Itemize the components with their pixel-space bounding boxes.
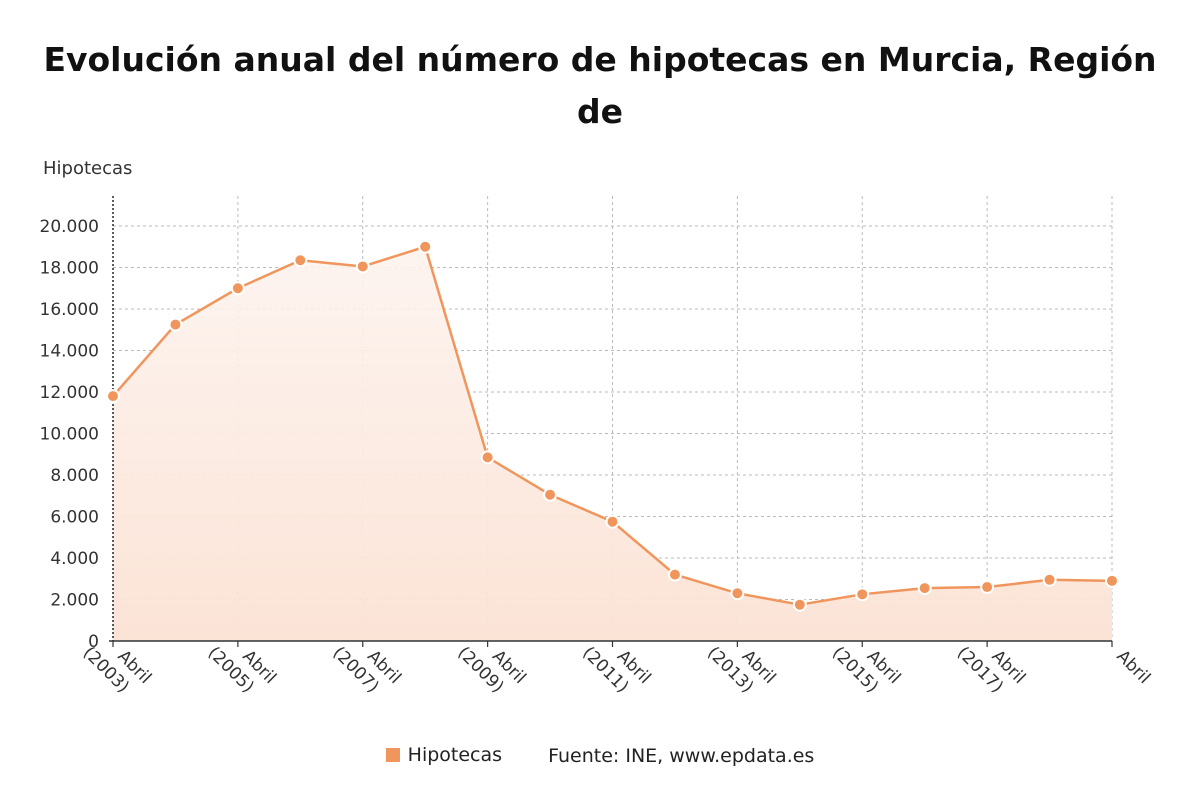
data-point xyxy=(730,586,745,601)
data-point xyxy=(1105,573,1119,588)
data-point xyxy=(980,580,995,595)
chart-title: Evolución anual del número de hipotecas … xyxy=(43,40,1157,131)
data-point xyxy=(418,239,433,254)
y-axis-title: Hipotecas xyxy=(43,158,132,179)
data-point xyxy=(543,487,558,502)
data-point xyxy=(605,514,620,529)
y-tick-label: 14.000 xyxy=(40,342,99,362)
y-tick-label: 10.000 xyxy=(40,425,99,445)
data-point xyxy=(855,587,870,602)
data-point xyxy=(293,253,308,268)
data-point xyxy=(230,281,245,296)
y-tick-label: 18.000 xyxy=(40,259,99,279)
data-point xyxy=(792,597,807,612)
x-tick-label: Abril xyxy=(1112,646,1154,688)
y-tick-labels: 0 2.000 4.000 6.000 8.000 10.000 12.000 14.000 1… xyxy=(40,217,99,652)
data-point xyxy=(667,567,682,582)
data-point xyxy=(106,389,120,404)
axes xyxy=(109,196,1113,647)
data-point xyxy=(168,317,183,332)
y-tick-label: 8.000 xyxy=(50,466,99,486)
y-tick-label: 2.000 xyxy=(50,591,99,611)
source-note: Fuente: INE, www.epdata.es xyxy=(548,745,815,767)
y-tick-label: 16.000 xyxy=(40,300,99,320)
legend-item-hipotecas[interactable]: Hipotecas xyxy=(385,744,503,766)
y-tick-label: 6.000 xyxy=(50,508,99,528)
legend-label: Hipotecas xyxy=(407,744,503,766)
data-points xyxy=(106,239,1119,612)
y-tick-label: 4.000 xyxy=(50,549,99,569)
legend: Hipotecas Fuente: INE, www.epdata.es xyxy=(0,744,1200,767)
y-tick-label: 20.000 xyxy=(40,217,99,237)
area-fill-shape xyxy=(113,246,1112,641)
data-point xyxy=(355,259,370,274)
legend-swatch xyxy=(385,748,400,762)
y-tick-label: 12.000 xyxy=(40,383,99,403)
data-point xyxy=(1042,572,1057,587)
y-tick-label: 0 xyxy=(88,632,99,652)
data-point xyxy=(917,581,932,596)
data-point xyxy=(480,450,495,465)
area-fill xyxy=(113,246,1112,641)
